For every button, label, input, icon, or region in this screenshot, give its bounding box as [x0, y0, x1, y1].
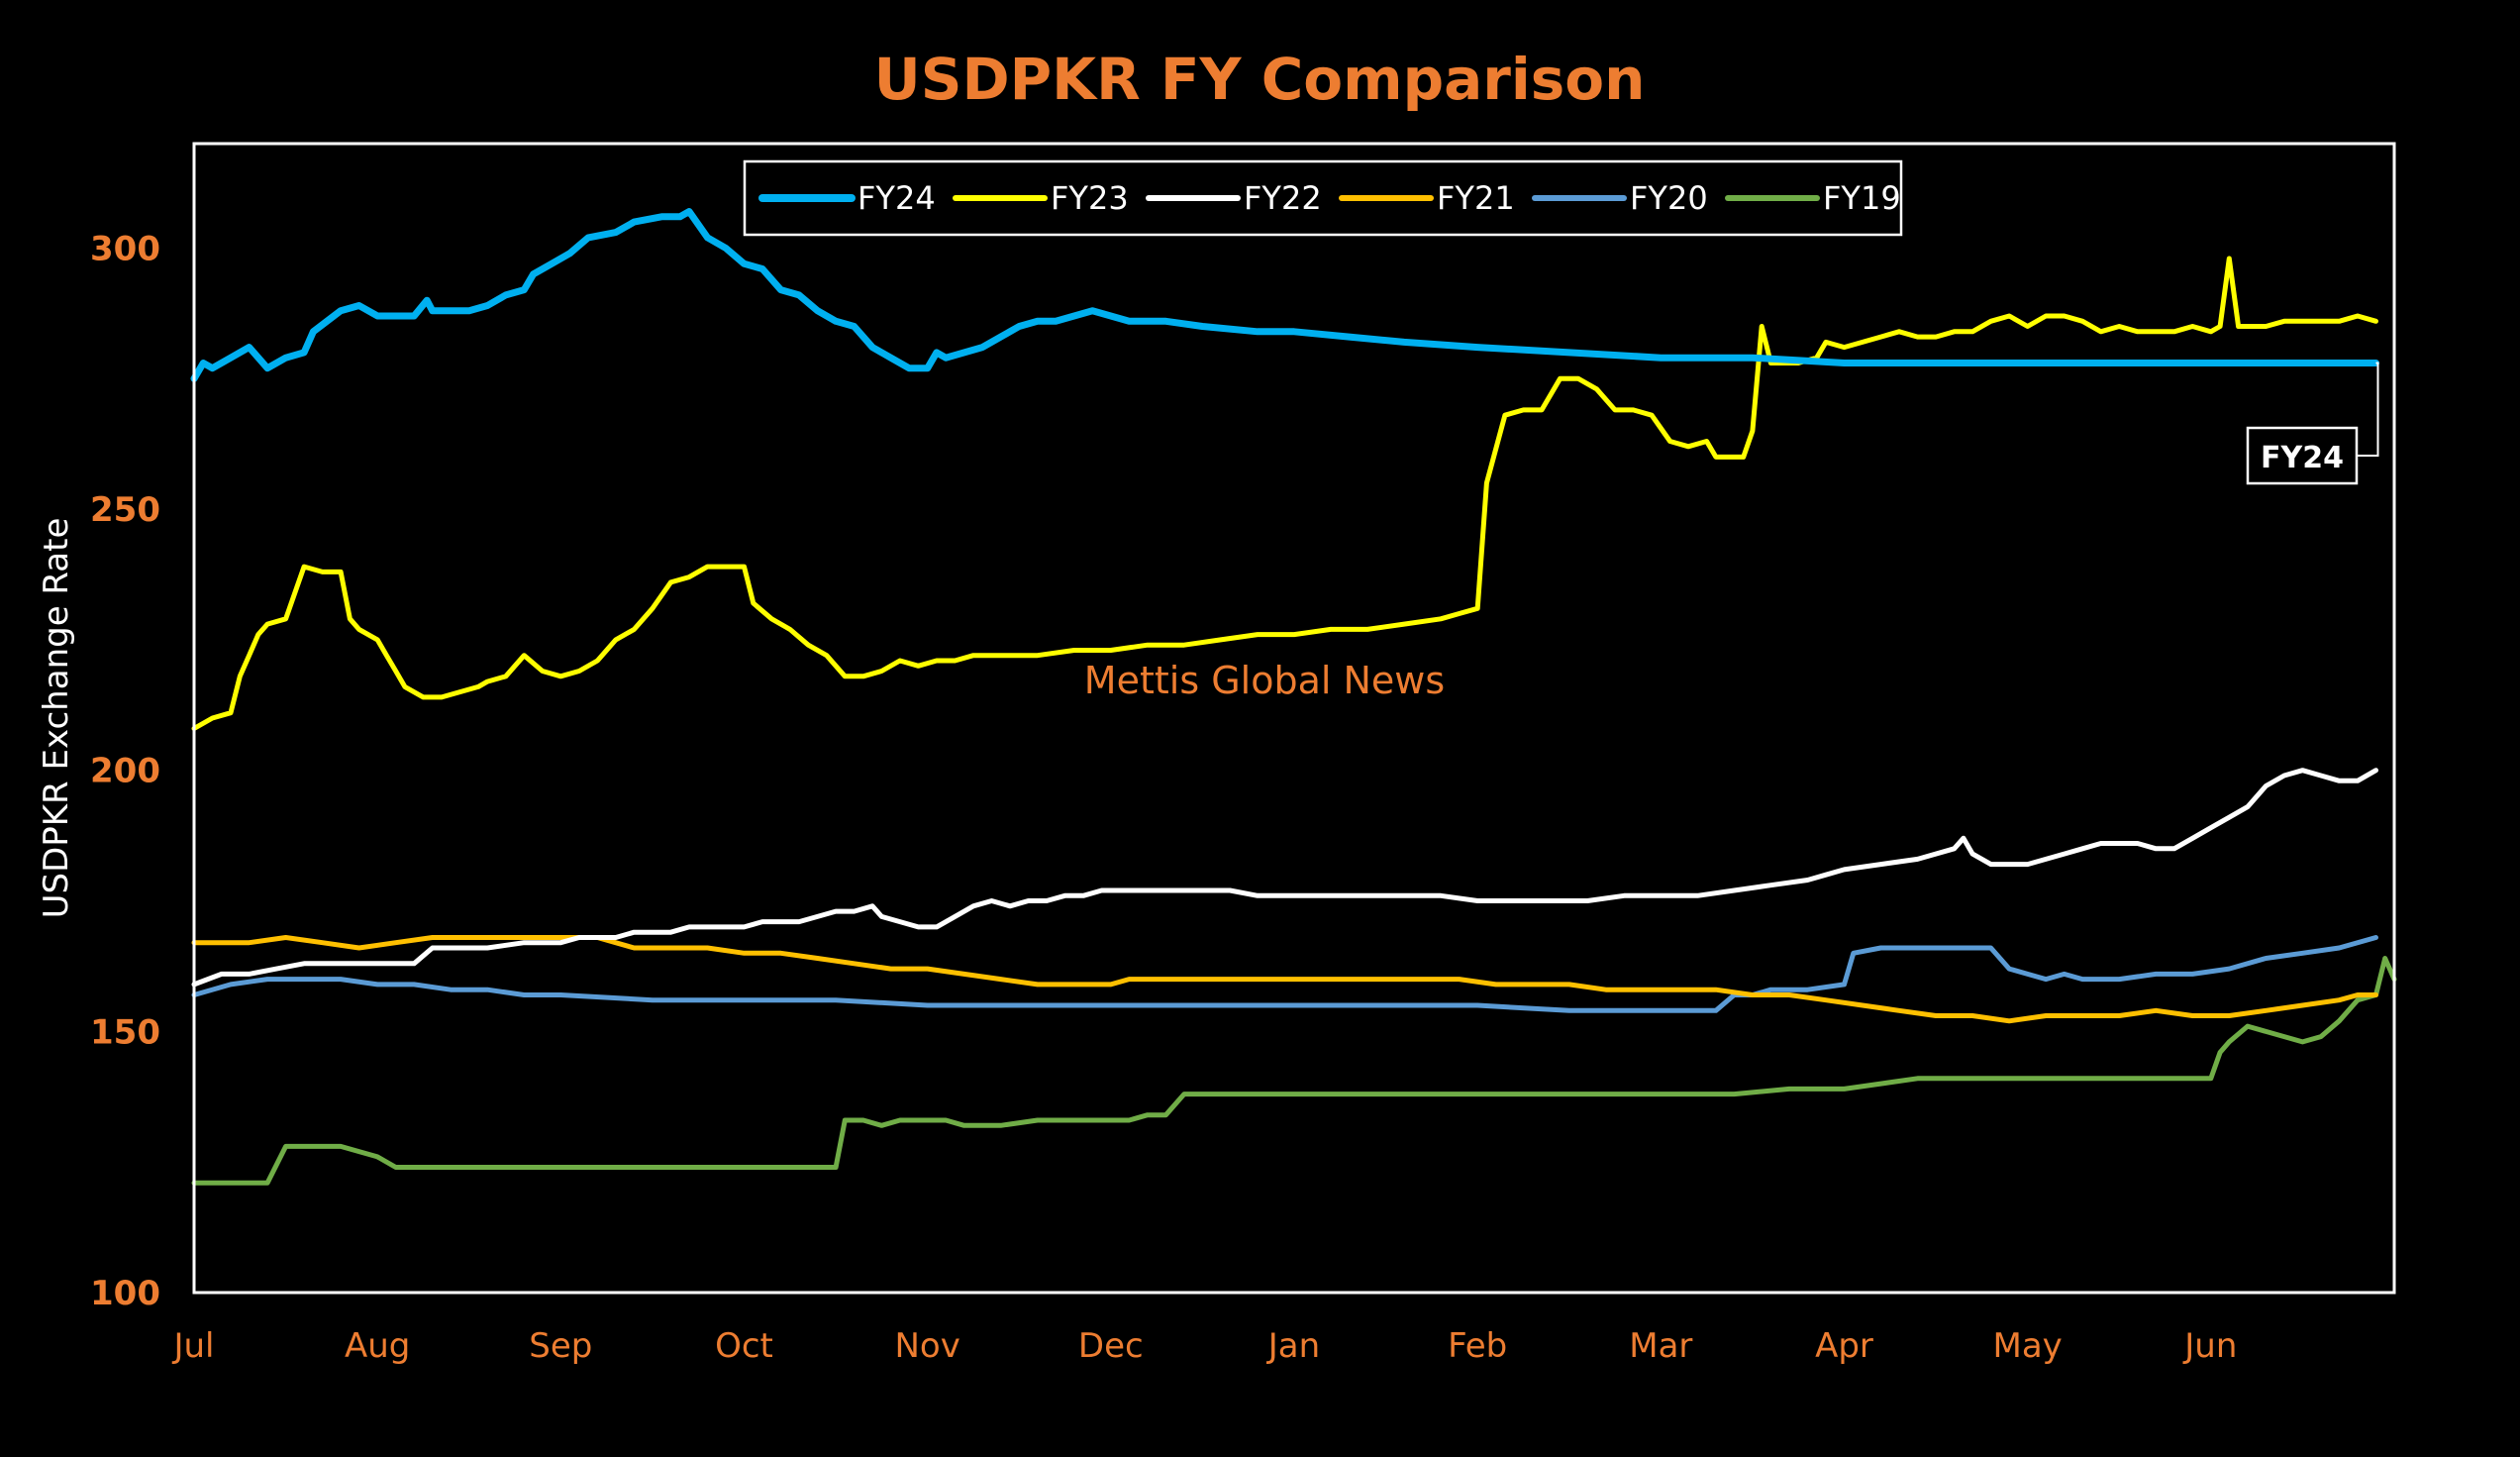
- plot-frame: [192, 142, 2396, 1295]
- x-tick-label: Jun: [2182, 1326, 2237, 1366]
- chart-title: USDPKR FY Comparison: [874, 46, 1646, 113]
- y-tick-label: 250: [90, 490, 160, 530]
- x-tick-label: Aug: [345, 1326, 410, 1366]
- y-tick-labels: 100 150 200 250 300: [90, 229, 160, 1313]
- x-tick-labels: Jul Aug Sep Oct Nov Dec Jan Feb Mar Apr May Jun: [171, 1326, 2237, 1366]
- legend-box: [743, 159, 1903, 237]
- y-tick-label: 150: [90, 1012, 160, 1052]
- series-line-fy22: [191, 768, 2378, 988]
- x-tick-label: Sep: [529, 1326, 592, 1366]
- callout-label: FY24: [2261, 441, 2344, 475]
- series-line-fy20: [191, 935, 2378, 1013]
- series-line-fy24: [190, 208, 2379, 382]
- legend-label-fy24: FY24: [857, 179, 936, 217]
- y-tick-label: 100: [90, 1274, 160, 1313]
- x-tick-label: Dec: [1078, 1326, 1144, 1366]
- x-tick-label: Nov: [894, 1326, 959, 1366]
- x-tick-label: Jul: [171, 1326, 214, 1366]
- x-tick-label: Feb: [1448, 1326, 1507, 1366]
- series-line-fy23: [191, 256, 2378, 731]
- legend-label-fy22: FY22: [1244, 179, 1322, 217]
- fy24-callout: FY24: [2246, 362, 2379, 485]
- legend-label-fy23: FY23: [1051, 179, 1129, 217]
- legend: FY24 FY23 FY22 FY21 FY20 FY19: [743, 159, 1903, 237]
- watermark-text: Mettis Global News: [1084, 659, 1445, 702]
- legend-label-fy21: FY21: [1437, 179, 1515, 217]
- y-tick-label: 200: [90, 752, 160, 791]
- callout-box: [2246, 426, 2359, 485]
- x-tick-label: Oct: [715, 1326, 773, 1366]
- x-tick-label: Jan: [1266, 1326, 1320, 1366]
- y-axis-label: USDPKR Exchange Rate: [37, 518, 76, 919]
- x-tick-label: Mar: [1629, 1326, 1692, 1366]
- legend-label-fy19: FY19: [1823, 179, 1901, 217]
- x-tick-label: Apr: [1815, 1326, 1873, 1366]
- series-lines: [190, 208, 2397, 1186]
- series-line-fy19: [191, 956, 2397, 1186]
- legend-label-fy20: FY20: [1630, 179, 1708, 217]
- legend-items: FY24 FY23 FY22 FY21 FY20 FY19: [758, 179, 1901, 217]
- y-tick-label: 300: [90, 229, 160, 268]
- callout-leader-line: [2357, 362, 2379, 457]
- x-tick-label: May: [1993, 1326, 2063, 1366]
